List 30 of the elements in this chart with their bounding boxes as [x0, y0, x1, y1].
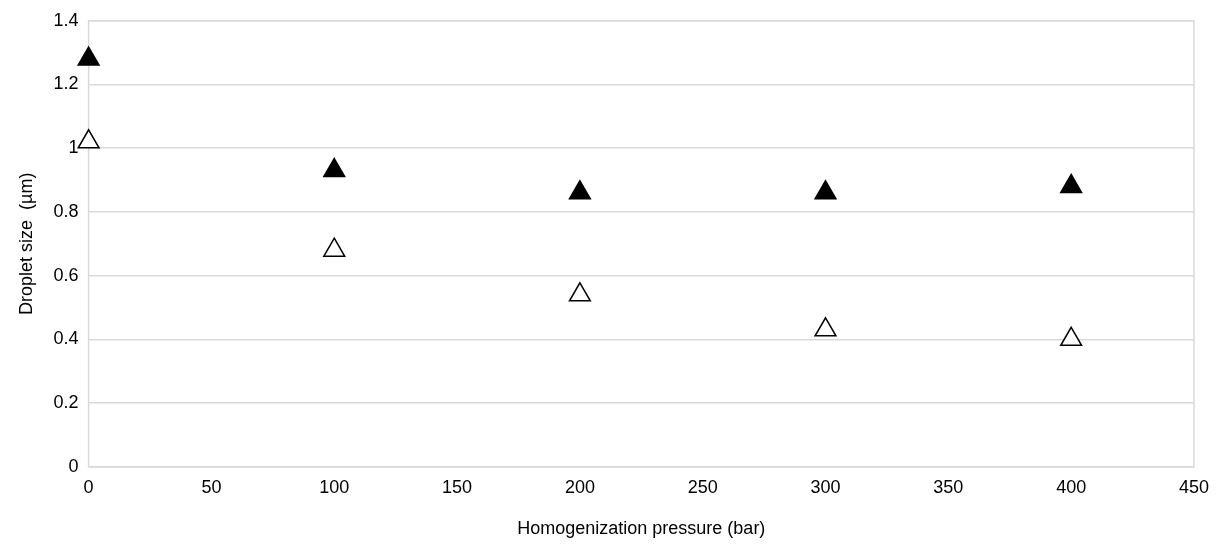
x-axis-title: Homogenization pressure (bar) [517, 518, 766, 539]
x-tick-label: 450 [1178, 476, 1210, 497]
x-tick-label: 300 [810, 476, 841, 497]
x-tick-label: 0 [83, 476, 94, 497]
y-tick-label: 0.2 [53, 392, 79, 413]
y-tick-label: 0.8 [53, 200, 79, 221]
x-tick-label: 250 [687, 476, 718, 497]
point [1060, 326, 1083, 347]
point [568, 180, 592, 200]
x-tick-label: 150 [442, 476, 473, 497]
point [568, 282, 592, 302]
point [323, 157, 346, 178]
y-tick-label: 0.4 [53, 328, 79, 349]
x-tick-label: 350 [933, 476, 964, 497]
x-tick-label: 50 [201, 476, 222, 497]
y-tick-label: 1.4 [53, 9, 79, 30]
point [1060, 173, 1083, 194]
y-tick-label: 1.2 [53, 73, 79, 94]
point [77, 129, 100, 149]
point [323, 237, 346, 257]
point [814, 180, 837, 200]
x-tick-label: 100 [319, 476, 350, 497]
y-tick-label: 0 [68, 455, 79, 476]
y-axis-title: Droplet size (µm) [15, 172, 36, 315]
point [814, 317, 837, 337]
y-tick-label: 1 [68, 137, 79, 158]
x-tick-label: 400 [1056, 476, 1087, 497]
y-tick-label: 0.6 [53, 264, 79, 285]
point [77, 46, 100, 66]
x-tick-label: 200 [564, 476, 595, 497]
